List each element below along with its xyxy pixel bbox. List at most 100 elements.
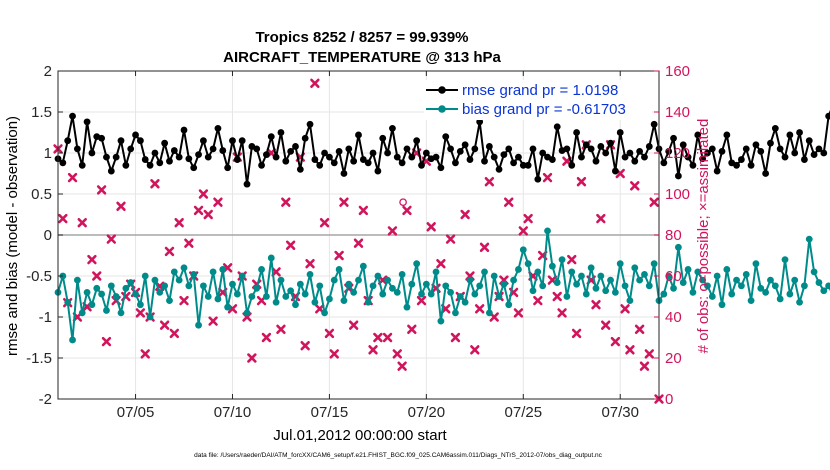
rmse-point [64, 137, 72, 145]
rmse-point [73, 145, 81, 153]
bias-point [107, 282, 115, 290]
rmse-point [631, 157, 639, 165]
bias-point [384, 276, 391, 284]
bias-point [762, 289, 770, 296]
bias-point [825, 282, 830, 290]
bias-point [718, 301, 726, 309]
bias-point [422, 280, 430, 288]
y-tick-label-left: -0.5 [26, 268, 52, 285]
y-tick-label-right: 80 [665, 227, 682, 244]
bias-point [810, 268, 818, 276]
obs-assimilated-marker [184, 238, 194, 248]
rmse-point [471, 145, 479, 153]
bias-point [553, 279, 561, 286]
rmse-point [185, 155, 193, 163]
bias-point [112, 293, 120, 300]
rmse-point [267, 133, 275, 141]
obs-assimilated-marker [576, 177, 587, 187]
bias-point [452, 309, 459, 317]
bias-point [607, 276, 614, 284]
rmse-point [263, 151, 270, 159]
obs-assimilated-marker [87, 254, 97, 265]
bias-point [587, 264, 595, 272]
bias-point [636, 276, 644, 284]
bias-point [728, 290, 736, 298]
bias-point [767, 276, 774, 284]
chart-title-line2: AIRCRAFT_TEMPERATURE @ 313 hPa [223, 49, 501, 66]
obs-assimilated-marker [625, 345, 635, 355]
x-axis-label: Jul.01,2012 00:00:00 start [273, 427, 447, 444]
rmse-point [670, 134, 677, 142]
bias-point [524, 260, 532, 268]
obs-assimilated-marker [116, 201, 126, 211]
bias-point [495, 293, 503, 300]
obs-assimilated-marker [567, 254, 577, 265]
obs-assimilated-marker [179, 295, 189, 306]
rmse-point [524, 161, 532, 169]
rmse-point [791, 149, 799, 157]
obs-assimilated-marker [106, 234, 117, 244]
bias-point [820, 287, 828, 295]
bias-point [713, 272, 721, 280]
rmse-point [364, 159, 372, 167]
bias-point [73, 276, 81, 284]
bias-point [500, 280, 508, 288]
obs-assimilated-marker [557, 308, 567, 318]
obs-assimilated-marker [387, 226, 398, 236]
obs-assimilated-marker [276, 324, 286, 334]
rmse-point [616, 129, 624, 136]
y-tick-label-left: 0 [44, 227, 52, 244]
rmse-point [456, 147, 464, 155]
bias-point [296, 280, 304, 288]
rmse-point [146, 161, 154, 169]
rmse-point [587, 145, 595, 153]
rmse-point [704, 149, 711, 157]
bias-point [510, 276, 517, 284]
bias-point [64, 298, 72, 306]
bias-point [413, 260, 421, 268]
rmse-point [195, 151, 202, 159]
obs-assimilated-marker [203, 209, 213, 220]
rmse-point [432, 153, 440, 161]
y-tick-label-right: 160 [665, 63, 690, 80]
y-axis-label-left: rmse and bias (model - observation) [4, 116, 21, 356]
bias-point [679, 279, 687, 286]
rmse-point [563, 145, 571, 153]
chart-title-line1: Tropics 8252 / 8257 = 99.939% [255, 29, 468, 46]
rmse-point [505, 145, 513, 153]
obs-assimilated-marker [392, 349, 402, 359]
obs-possible-marker [399, 198, 407, 207]
rmse-point [122, 161, 130, 169]
bias-point [122, 284, 130, 292]
y-tick-label-left: 2 [44, 63, 52, 80]
bias-point [166, 297, 173, 304]
obs-assimilated-marker [591, 300, 601, 310]
rmse-point [578, 153, 585, 161]
bias-point [175, 276, 183, 284]
axis-ticks: 07/05 07/10 07/15 07/20 07/25 07/30 -2 -1.5 -1 -0… [26, 63, 690, 421]
obs-assimilated-marker [649, 197, 659, 207]
bias-point [393, 289, 401, 296]
obs-assimilated-marker [193, 205, 204, 216]
rmse-point [689, 161, 697, 169]
bias-point [757, 284, 765, 292]
bias-point [471, 290, 479, 298]
bias-point [786, 290, 794, 298]
bias-point [544, 227, 551, 235]
obs-assimilated-marker [382, 332, 393, 343]
rmse-point [282, 157, 290, 165]
rmse-point [175, 153, 183, 161]
rmse-point [374, 167, 382, 175]
rmse-point [708, 145, 716, 153]
rmse-point [403, 145, 411, 153]
rmse-point [820, 149, 828, 157]
obs-assimilated-marker [600, 320, 611, 330]
rmse-point [752, 141, 760, 149]
obs-assimilated-marker [305, 259, 315, 269]
bias-point [263, 293, 270, 300]
bias-point [200, 282, 207, 290]
rmse-point [180, 126, 188, 134]
rmse-point [548, 156, 556, 163]
bias-point [345, 280, 353, 288]
